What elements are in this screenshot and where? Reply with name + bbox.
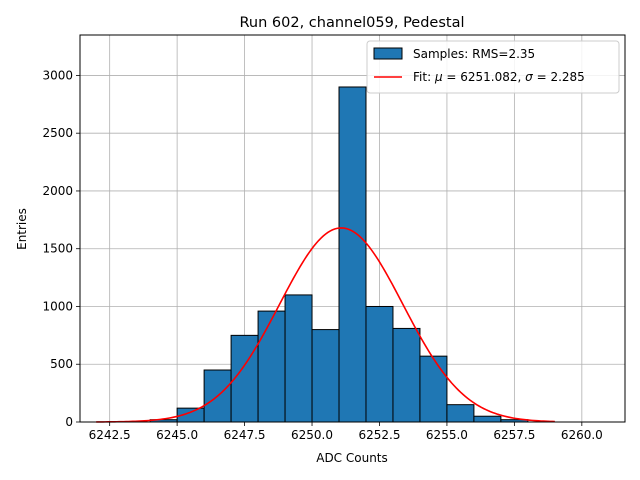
x-tick-label: 6242.5 <box>89 428 131 442</box>
legend-fit-label: Fit: μ = 6251.082, σ = 2.285 <box>413 70 585 84</box>
histogram-bar <box>392 327 421 423</box>
histogram-bar <box>473 415 502 423</box>
y-tick-label: 500 <box>50 357 73 371</box>
chart-title: Run 602, channel059, Pedestal <box>239 15 464 31</box>
x-tick-label: 6247.5 <box>224 428 266 442</box>
y-tick-label: 2500 <box>42 126 73 140</box>
x-tick-label: 6252.5 <box>358 428 400 442</box>
x-tick-label: 6255.0 <box>426 428 468 442</box>
x-tick-label: 6260.0 <box>561 428 603 442</box>
y-tick-label: 1500 <box>42 242 73 256</box>
histogram-bar <box>257 310 286 423</box>
gaussian-fit-curve <box>96 227 555 423</box>
plot-area-frame <box>79 34 626 423</box>
histogram-bar <box>284 294 313 423</box>
y-tick-label: 0 <box>65 415 73 429</box>
histogram-bar <box>311 329 340 423</box>
x-axis-label: ADC Counts <box>316 451 388 465</box>
y-tick-label: 3000 <box>42 68 73 82</box>
fit-curve-group <box>96 227 555 423</box>
x-tick-label: 6245.0 <box>156 428 198 442</box>
legend: Samples: RMS=2.35 Fit: μ = 6251.082, σ =… <box>366 40 620 94</box>
x-axis-ticks: 6242.5 6245.0 6247.5 6250.0 6252.5 6255.0 6257… <box>89 422 603 442</box>
x-tick-label: 6257.5 <box>493 428 535 442</box>
histogram-bar <box>338 86 367 423</box>
legend-samples-swatch <box>373 47 403 60</box>
y-axis-ticks: 0 500 1000 1500 2000 2500 3000 <box>42 68 80 429</box>
y-axis-label: Entries <box>15 208 29 250</box>
y-tick-label: 1000 <box>42 299 73 313</box>
legend-samples-label: Samples: RMS=2.35 <box>413 47 535 61</box>
legend-box <box>366 40 620 94</box>
histogram-bar <box>230 334 259 423</box>
histogram-bar <box>365 305 394 423</box>
histogram-bar <box>446 404 475 423</box>
histogram-bars <box>149 86 529 423</box>
y-tick-label: 2000 <box>42 184 73 198</box>
x-tick-label: 6250.0 <box>291 428 333 442</box>
histogram-bar <box>419 355 448 423</box>
